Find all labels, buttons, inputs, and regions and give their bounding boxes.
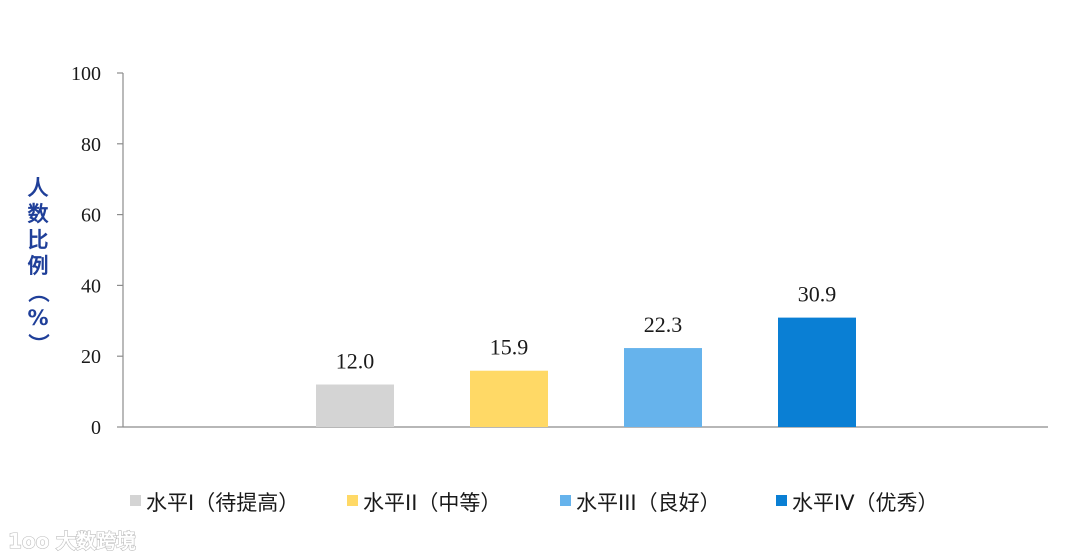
bar [778,317,856,427]
legend-swatch [776,495,787,506]
watermark-logo: 1oo [8,529,49,553]
legend-entry: 水平II（中等） [363,491,501,515]
bar [316,384,394,427]
data-label: 30.9 [798,282,837,307]
bars [316,317,856,427]
y-axis-label-char: % [27,306,48,330]
legend-swatch [347,495,358,506]
data-label: 12.0 [336,349,375,374]
legend-swatch [130,495,141,506]
y-axis-label-char: 数 [28,202,50,226]
y-axis-label-char: （ [26,282,50,303]
legend-entry: 水平I（待提高） [146,491,299,515]
y-tick-label: 80 [81,134,101,156]
data-label: 15.9 [490,335,529,360]
y-axis-label-char: 人 [28,176,49,200]
y-tick-label: 100 [71,63,101,85]
y-axis-label-char: ） [26,334,50,355]
y-tick-label: 60 [81,205,101,227]
legend: 水平I（待提高） 水平II（中等） 水平III（良好） 水平IV（优秀） [130,491,939,515]
watermark-text: 大数跨境 [56,529,136,553]
y-axis-label-char: 比 [28,228,49,252]
data-label: 22.3 [644,312,683,337]
legend-entry: 水平III（良好） [576,491,721,515]
y-tick-label: 0 [91,417,101,439]
data-labels: 12.0 15.9 22.3 30.9 [336,282,837,374]
y-axis: 0 20 40 60 80 100 [71,63,1048,439]
bar [624,348,702,427]
legend-swatch [560,495,571,506]
y-tick-label: 40 [81,275,101,297]
y-axis-label-char: 例 [28,254,49,278]
y-tick-label: 20 [81,346,101,368]
legend-entry: 水平IV（优秀） [792,491,939,515]
bar [470,370,548,427]
watermark: 1oo 大数跨境 [7,528,136,553]
